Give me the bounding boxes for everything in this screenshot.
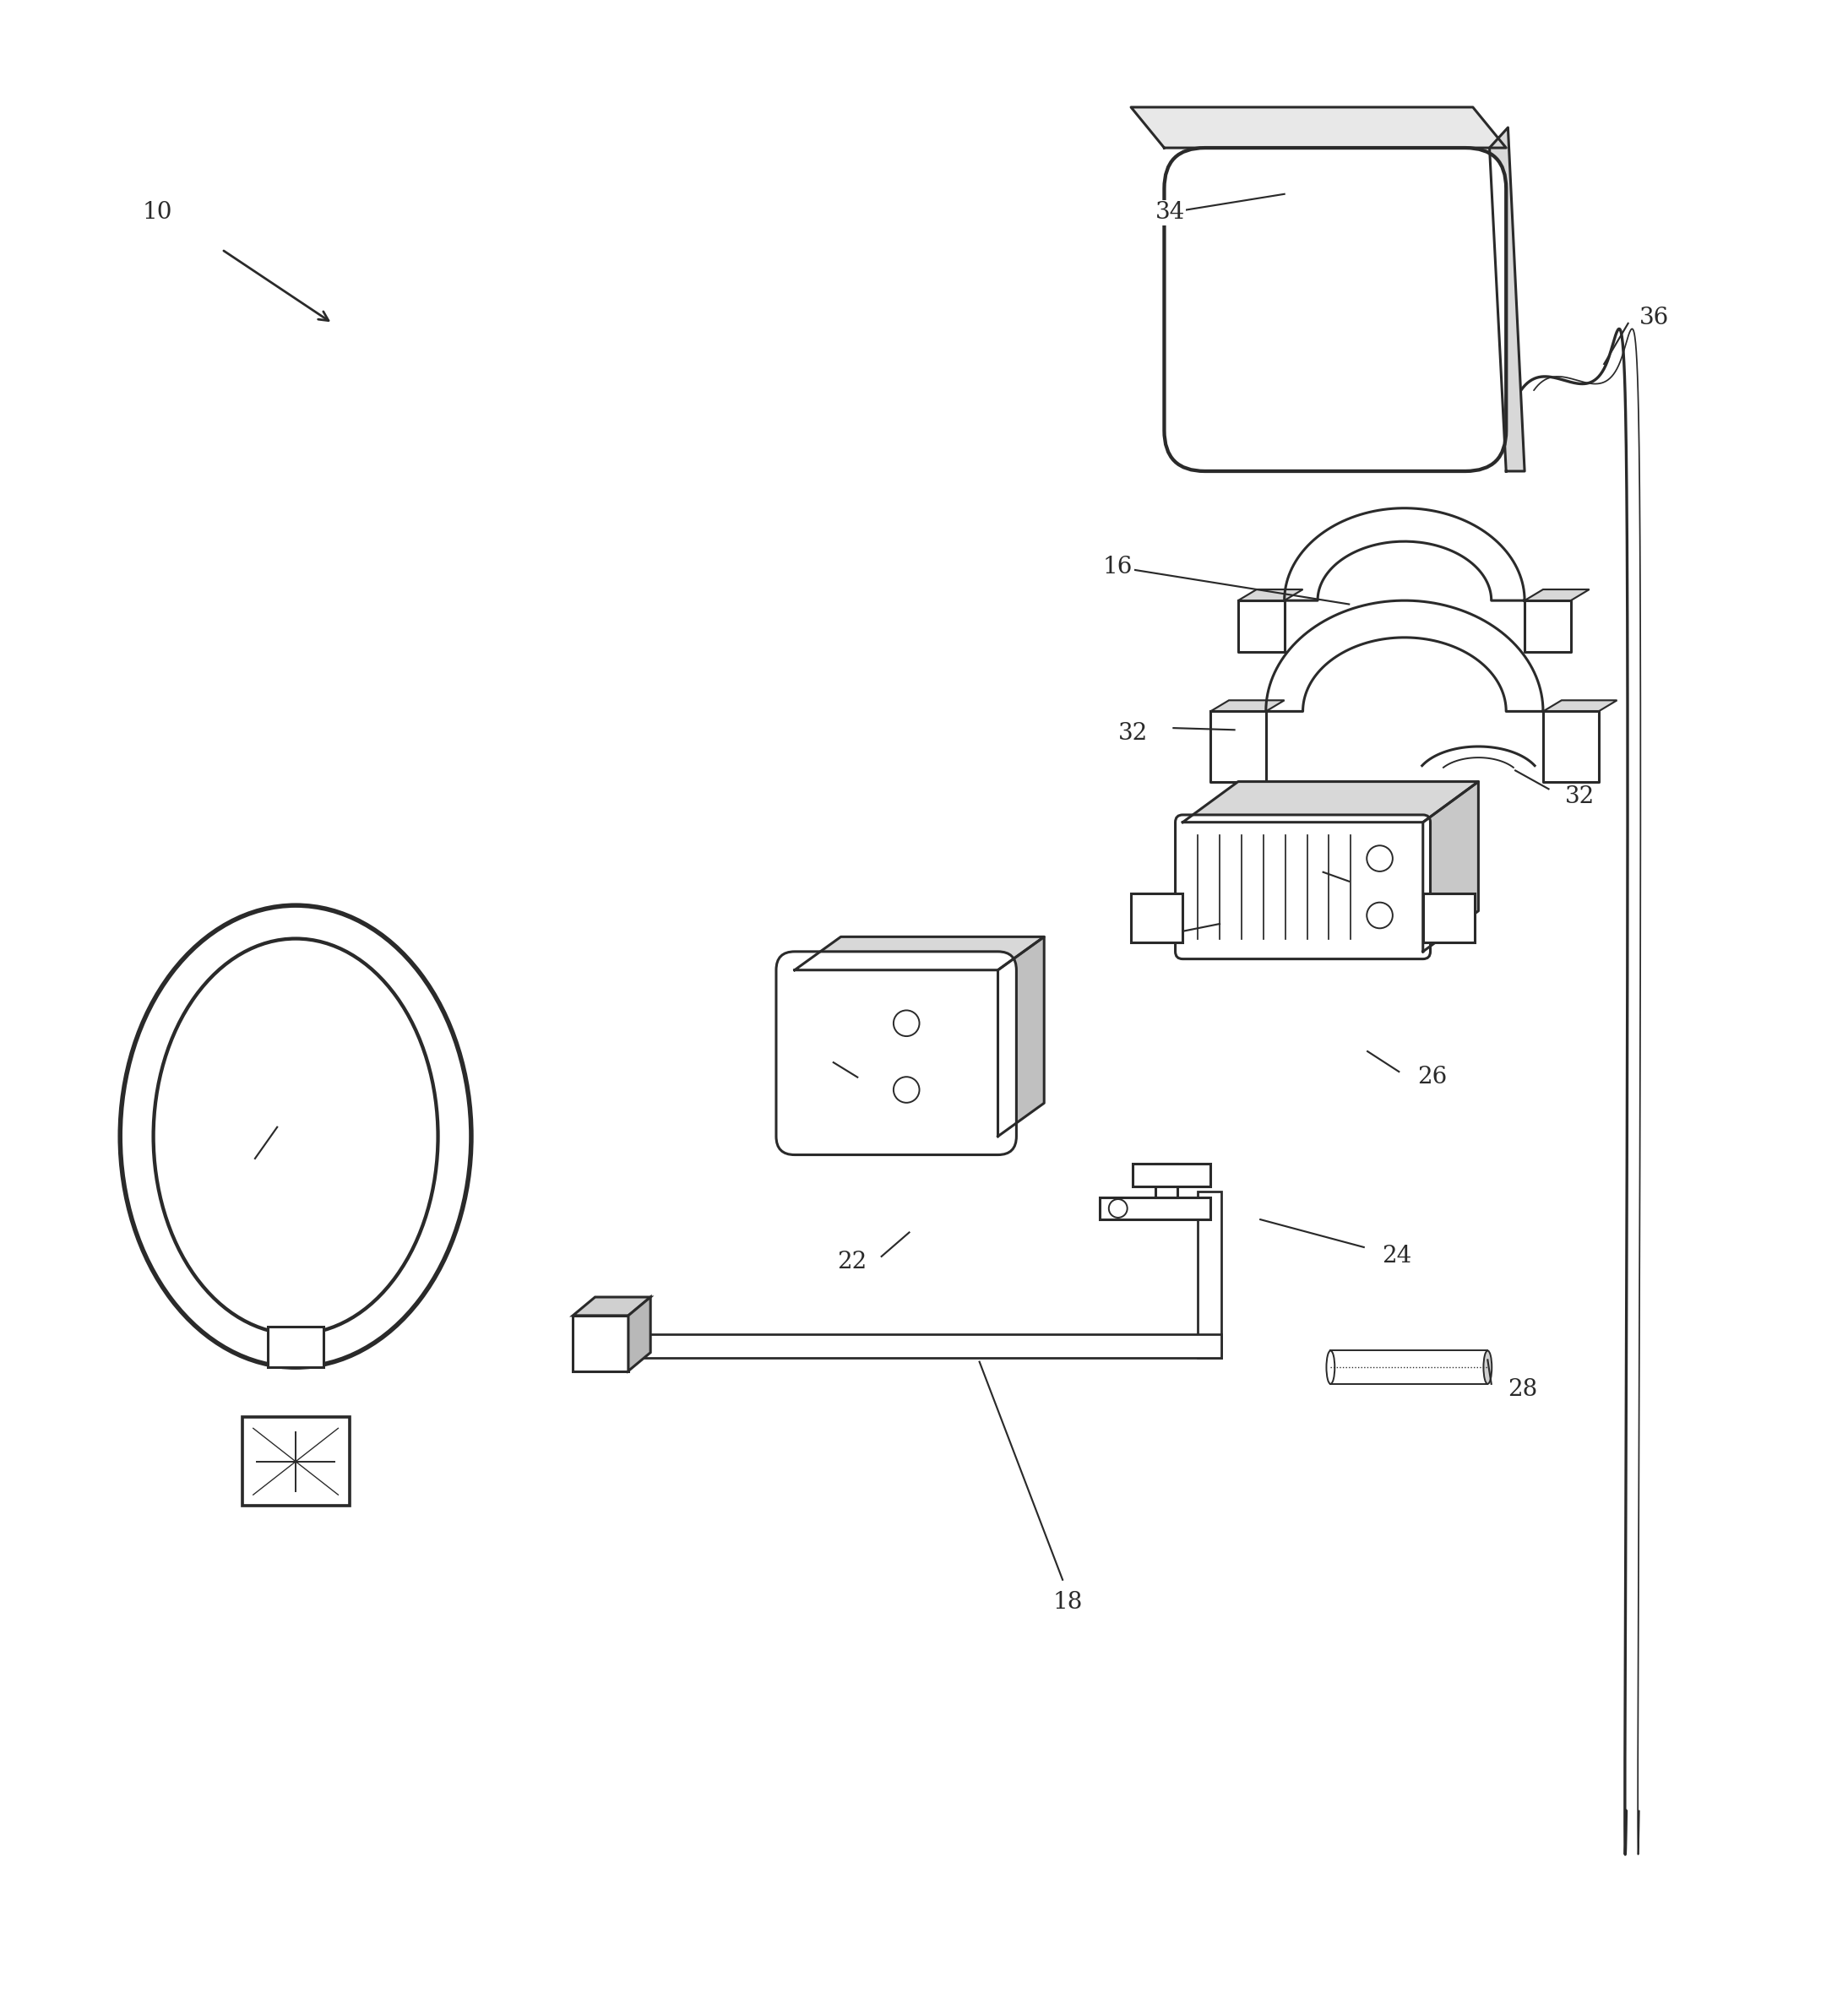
Polygon shape: [1210, 701, 1284, 711]
Polygon shape: [1155, 1164, 1177, 1196]
Polygon shape: [1210, 711, 1266, 781]
Text: 12: 12: [1131, 920, 1161, 943]
Polygon shape: [1131, 107, 1506, 147]
Polygon shape: [1284, 508, 1525, 600]
Text: 10: 10: [142, 201, 172, 224]
Polygon shape: [1131, 894, 1183, 943]
Polygon shape: [1543, 701, 1617, 711]
Polygon shape: [998, 937, 1044, 1136]
Circle shape: [894, 1011, 920, 1035]
Ellipse shape: [1484, 1351, 1491, 1384]
Text: 36: 36: [1639, 306, 1669, 328]
Text: 24: 24: [1382, 1245, 1412, 1269]
Circle shape: [1368, 846, 1393, 872]
Text: 28: 28: [1508, 1378, 1538, 1402]
Ellipse shape: [153, 939, 438, 1333]
Text: 22: 22: [837, 1251, 867, 1273]
Text: 34: 34: [1155, 201, 1185, 224]
Polygon shape: [1423, 894, 1475, 943]
Polygon shape: [1489, 127, 1525, 471]
Text: 20: 20: [207, 1152, 237, 1176]
Text: 18: 18: [1053, 1591, 1083, 1613]
Polygon shape: [573, 1315, 628, 1372]
Text: 14: 14: [784, 1047, 813, 1069]
Polygon shape: [242, 1418, 349, 1506]
Text: 26: 26: [1417, 1065, 1447, 1090]
Polygon shape: [1525, 590, 1589, 600]
Polygon shape: [1100, 1196, 1210, 1220]
Polygon shape: [1238, 600, 1284, 653]
FancyBboxPatch shape: [776, 951, 1016, 1154]
Circle shape: [1109, 1198, 1127, 1218]
Text: 30: 30: [1277, 858, 1307, 882]
Ellipse shape: [1327, 1351, 1334, 1384]
Polygon shape: [628, 1333, 1222, 1357]
Polygon shape: [1331, 1351, 1488, 1384]
Polygon shape: [1423, 781, 1478, 951]
FancyBboxPatch shape: [1175, 816, 1430, 959]
Circle shape: [1368, 902, 1393, 928]
Polygon shape: [268, 1327, 323, 1368]
Polygon shape: [1133, 1164, 1210, 1186]
Ellipse shape: [120, 906, 471, 1368]
Polygon shape: [1525, 600, 1571, 653]
Text: 32: 32: [1565, 785, 1595, 808]
Polygon shape: [1266, 600, 1543, 711]
Polygon shape: [1183, 781, 1478, 822]
Text: 32: 32: [1118, 723, 1148, 745]
Polygon shape: [795, 937, 1044, 971]
FancyBboxPatch shape: [1164, 147, 1506, 471]
Circle shape: [894, 1077, 920, 1104]
Polygon shape: [1238, 590, 1303, 600]
Polygon shape: [628, 1297, 650, 1372]
Polygon shape: [1198, 1192, 1222, 1357]
Polygon shape: [1543, 711, 1599, 781]
Polygon shape: [573, 1297, 650, 1315]
Text: 16: 16: [1103, 556, 1133, 578]
